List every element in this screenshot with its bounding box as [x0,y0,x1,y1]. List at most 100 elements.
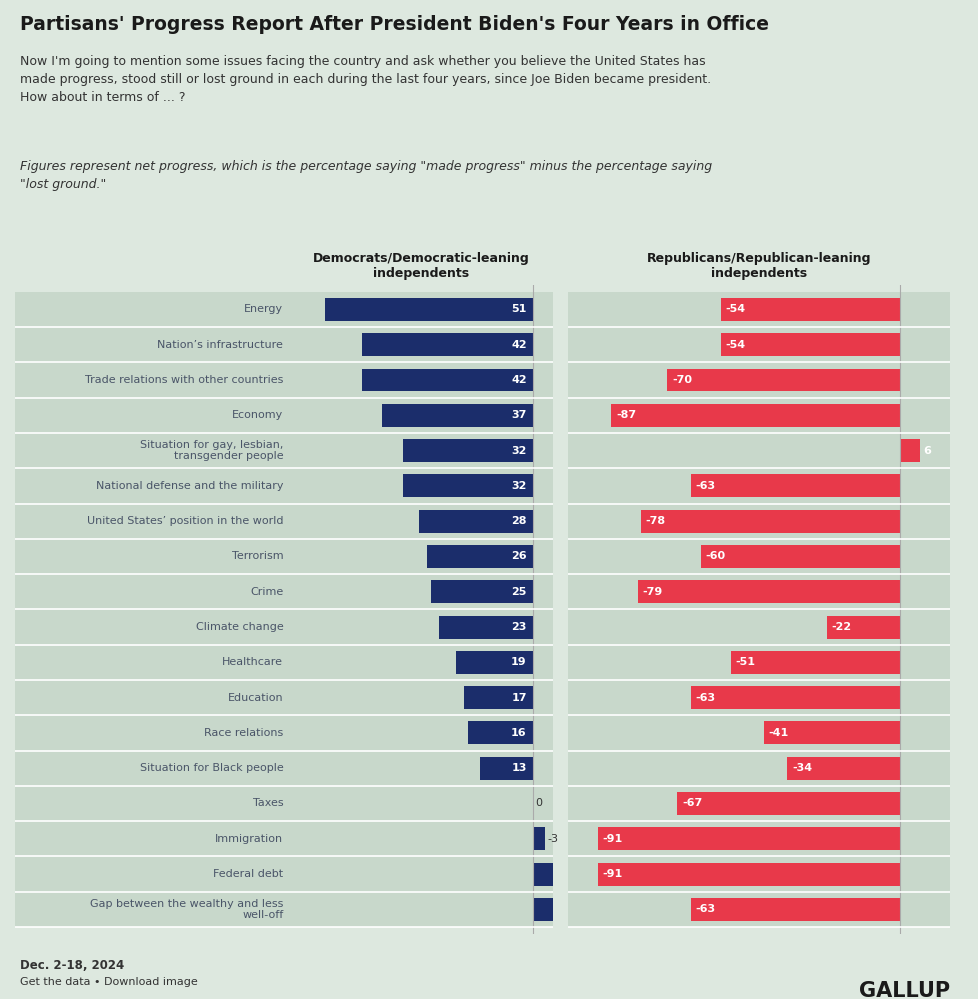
Bar [15,469,289,503]
Text: -54: -54 [725,305,745,315]
Bar [15,856,289,892]
Text: -13: -13 [587,869,605,879]
Bar [786,756,899,779]
Bar [15,292,289,327]
Text: 25: 25 [511,586,526,596]
Bar [289,363,553,398]
Text: Situation for gay, lesbian,
transgender people: Situation for gay, lesbian, transgender … [140,440,283,462]
Bar [610,404,899,427]
Text: -87: -87 [615,411,636,421]
Bar [289,398,553,433]
Bar [15,821,289,856]
Bar [289,433,553,469]
Text: Figures represent net progress, which is the percentage saying "made progress" m: Figures represent net progress, which is… [20,160,711,191]
Bar [641,509,899,532]
Text: 28: 28 [511,516,526,526]
Text: 13: 13 [511,763,526,773]
Bar [289,892,553,927]
Bar [289,538,553,574]
Text: -32: -32 [664,904,683,914]
Text: Terrorism: Terrorism [232,551,283,561]
Text: -41: -41 [768,728,788,738]
Text: Race relations: Race relations [203,728,283,738]
Text: -63: -63 [695,904,715,914]
Bar [598,862,899,885]
Bar [567,786,949,821]
Text: GALLUP: GALLUP [858,981,949,999]
Text: -54: -54 [725,340,745,350]
Bar [637,580,899,603]
Bar [289,856,553,892]
Bar [362,369,532,392]
Bar [455,651,532,673]
Bar [467,721,532,744]
Bar [15,750,289,786]
Bar [362,334,532,357]
Text: 0: 0 [534,798,541,808]
Text: Energy: Energy [244,305,283,315]
Text: -70: -70 [672,375,691,385]
Text: -67: -67 [682,798,702,808]
Text: Economy: Economy [232,411,283,421]
Bar [289,786,553,821]
Bar [532,898,662,921]
Bar [763,721,899,744]
Bar [289,609,553,644]
Bar [567,574,949,609]
Bar [15,433,289,469]
Bar [289,821,553,856]
Bar [430,580,532,603]
Text: Taxes: Taxes [252,798,283,808]
Text: 26: 26 [511,551,526,561]
Bar [382,404,532,427]
Bar [419,509,532,532]
Bar [567,363,949,398]
Bar [689,898,899,921]
Text: -3: -3 [547,834,557,844]
Bar [567,398,949,433]
Bar [567,538,949,574]
Text: -22: -22 [831,622,851,632]
Bar [439,615,532,638]
Text: Gap between the wealthy and less
well-off: Gap between the wealthy and less well-of… [90,898,283,920]
Bar [289,469,553,503]
Bar [289,644,553,680]
Text: 37: 37 [511,411,526,421]
Bar [730,651,899,673]
Bar [700,545,899,567]
Bar [402,475,532,498]
Text: Healthcare: Healthcare [222,657,283,667]
Bar [15,609,289,644]
Bar [567,327,949,363]
Bar [15,398,289,433]
Text: Dec. 2-18, 2024: Dec. 2-18, 2024 [20,959,123,972]
Bar [899,440,918,463]
Bar [15,363,289,398]
Bar [567,892,949,927]
Text: 6: 6 [922,446,930,456]
Text: 16: 16 [511,728,526,738]
Text: Partisans' Progress Report After President Biden's Four Years in Office: Partisans' Progress Report After Preside… [20,15,768,34]
Bar [15,538,289,574]
Bar [667,369,899,392]
Text: -60: -60 [705,551,725,561]
Bar [479,756,532,779]
Bar [15,786,289,821]
Text: Education: Education [228,692,283,702]
Bar [598,827,899,850]
Bar [567,715,949,750]
Text: Republicans/Republican-leaning
independents: Republicans/Republican-leaning independe… [645,252,870,280]
Text: -63: -63 [695,481,715,491]
Text: Immigration: Immigration [215,834,283,844]
Bar [532,862,585,885]
Bar [289,680,553,715]
Text: United States’ position in the world: United States’ position in the world [87,516,283,526]
Bar [325,298,532,321]
Bar [426,545,532,567]
Bar [289,750,553,786]
Text: 23: 23 [511,622,526,632]
Bar [720,334,899,357]
Text: Now I'm going to mention some issues facing the country and ask whether you beli: Now I'm going to mention some issues fac… [20,55,710,104]
Text: Get the data • Download image: Get the data • Download image [20,977,198,987]
Text: 19: 19 [511,657,526,667]
